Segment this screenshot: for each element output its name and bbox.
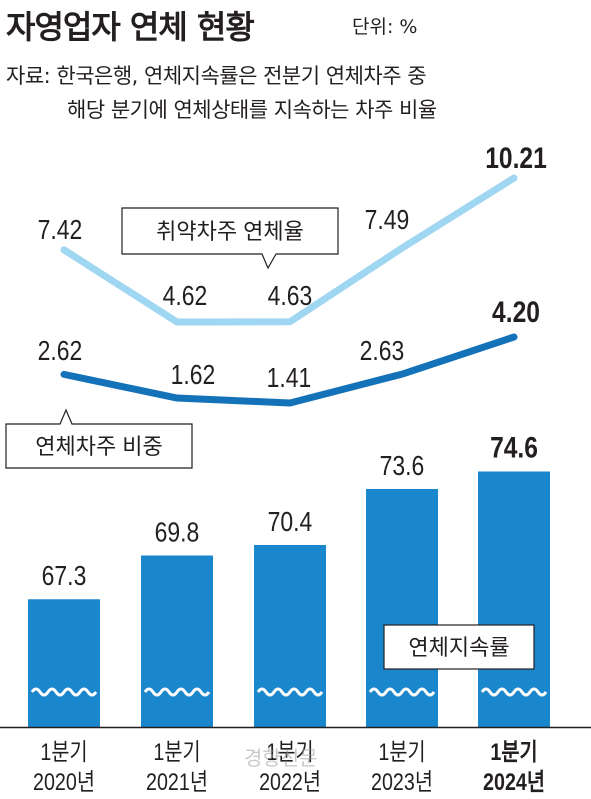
x-tick-label: 1분기 [153, 738, 200, 765]
series-line-vulnerable-borrower-delinquency [60, 174, 518, 326]
x-tick-label: 2021년 [146, 768, 208, 795]
bar-value-label: 73.6 [380, 451, 425, 482]
legend-callout-delinquent-borrower-share: 연체차주 비중 [35, 434, 163, 459]
bar-break-wave [30, 687, 98, 697]
x-tick-label: 2022년 [259, 768, 321, 795]
bar-break-wave [480, 687, 548, 697]
line-value-label: 7.42 [38, 215, 83, 246]
line-value-label: 4.62 [163, 281, 208, 312]
x-tick-label: 1분기 [378, 738, 425, 765]
bar-value-label: 69.8 [155, 517, 200, 548]
line-value-label: 1.62 [171, 360, 216, 391]
x-tick-label: 1분기 [40, 738, 87, 765]
bar [141, 555, 213, 727]
x-tick-label: 1분기 [490, 738, 537, 765]
bar-break-wave [143, 687, 211, 697]
line-value-label: 4.20 [492, 295, 540, 329]
x-tick-label: 2023년 [371, 768, 433, 795]
x-tick-label: 1분기 [266, 738, 313, 765]
bar [366, 489, 438, 727]
legend-box-persistence-rate-box [383, 624, 535, 670]
line-value-label: 10.21 [485, 141, 547, 175]
bar [254, 545, 326, 727]
legend-callout-delinquent-borrower-share-box [5, 408, 193, 469]
line-value-label: 1.41 [267, 363, 312, 394]
legend-box-persistence-rate: 연체지속률 [408, 635, 509, 660]
x-tick-label: 2020년 [33, 768, 95, 795]
legend-callout-vulnerable-borrower-delinquency-box [121, 207, 339, 270]
legend-callout-vulnerable-borrower-delinquency: 취약차주 연체율 [156, 219, 304, 244]
line-value-label: 4.63 [268, 281, 313, 312]
x-tick-label: 2024년 [483, 768, 545, 795]
bar [28, 599, 100, 727]
unit-label: 단위: % [352, 16, 418, 38]
bar [478, 471, 550, 727]
bar-value-label: 74.6 [490, 430, 538, 464]
bar-value-label: 67.3 [42, 561, 87, 592]
source-note-line-1: 자료: 한국은행, 연체지속률은 전분기 연체차주 중 [6, 64, 427, 88]
line-value-label: 2.63 [360, 336, 405, 367]
line-value-label: 2.62 [38, 336, 83, 367]
bar-break-wave [368, 687, 436, 697]
watermark: 경향신문 [244, 746, 318, 770]
chart-title: 자영업자 연체 현황 [6, 8, 255, 46]
source-note-line-2: 해당 분기에 연체상태를 지속하는 차주 비율 [67, 98, 437, 122]
series-line-delinquent-borrower-share [60, 333, 518, 407]
line-value-label: 7.49 [365, 205, 410, 236]
bar-break-wave [256, 687, 324, 697]
bar-value-label: 70.4 [268, 507, 313, 538]
